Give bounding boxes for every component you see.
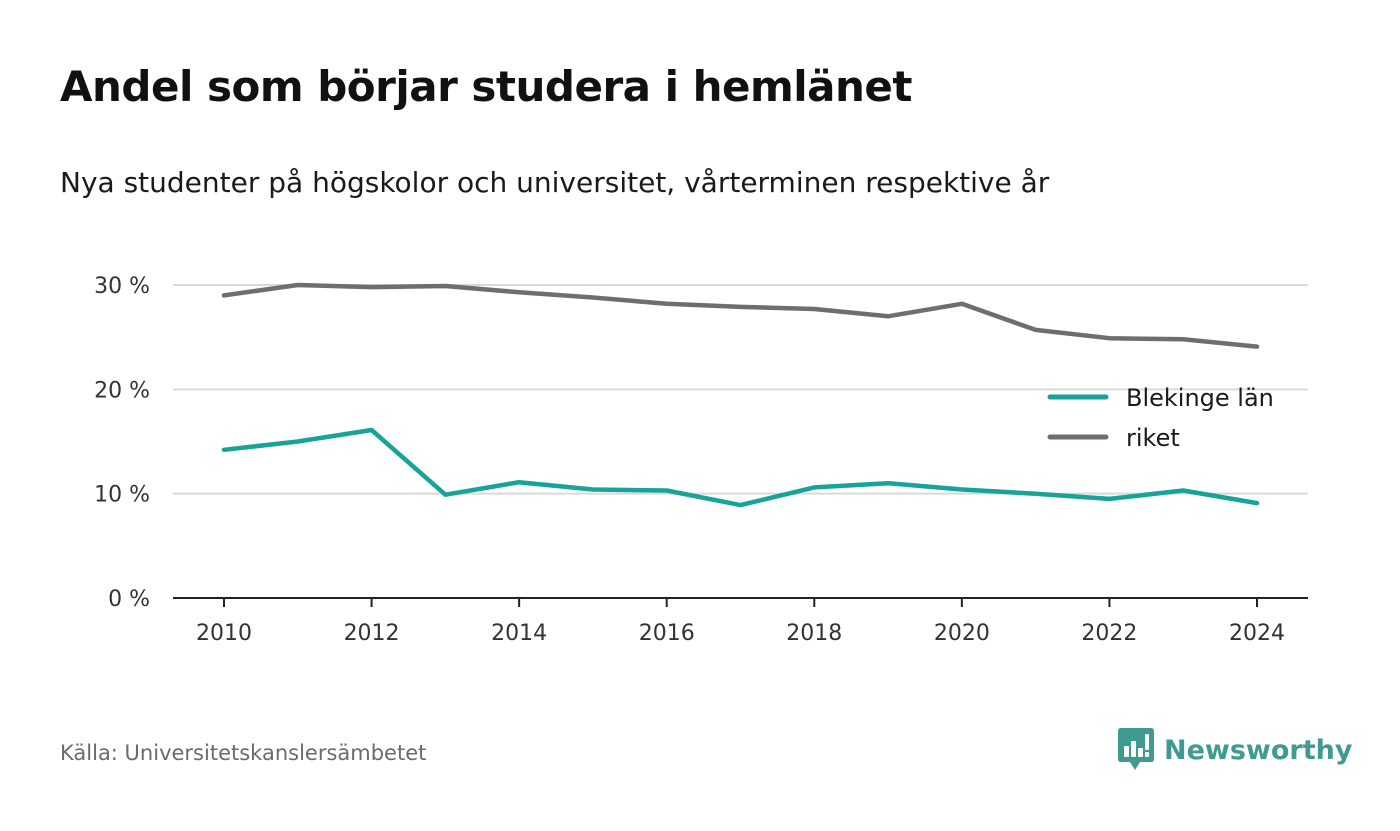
y-tick-label: 10 % bbox=[94, 483, 150, 508]
newsworthy-logo-icon bbox=[1118, 728, 1154, 770]
x-tick-label: 2016 bbox=[639, 621, 695, 646]
legend-label: Blekinge län bbox=[1126, 384, 1274, 412]
line-chart: 0 % 10 % 20 % 30 % 2010 2012 2014 2016 2018 2020 2… bbox=[94, 274, 1308, 646]
x-tick-label: 2020 bbox=[934, 621, 990, 646]
y-tick-label: 20 % bbox=[94, 378, 150, 403]
y-tick-label: 30 % bbox=[94, 274, 150, 299]
x-tick-label: 2022 bbox=[1081, 621, 1137, 646]
brand-name: Newsworthy bbox=[1164, 734, 1353, 766]
x-tick-label: 2014 bbox=[491, 621, 547, 646]
brand-logo: Newsworthy bbox=[1118, 728, 1352, 772]
legend-label: riket bbox=[1126, 424, 1180, 452]
x-tick-label: 2012 bbox=[344, 621, 400, 646]
source-note: Källa: Universitetskanslersämbetet bbox=[60, 741, 427, 765]
x-tick-label: 2010 bbox=[196, 621, 252, 646]
x-tick-label: 2024 bbox=[1229, 621, 1285, 646]
series-line-riket bbox=[221, 282, 1260, 349]
y-tick-label: 0 % bbox=[108, 587, 150, 612]
chart-title: Andel som börjar studera i hemlänet bbox=[60, 62, 913, 111]
series-line-blekinge bbox=[221, 427, 1260, 508]
chart-subtitle: Nya studenter på högskolor och universit… bbox=[60, 166, 1050, 199]
x-tick-label: 2018 bbox=[786, 621, 842, 646]
